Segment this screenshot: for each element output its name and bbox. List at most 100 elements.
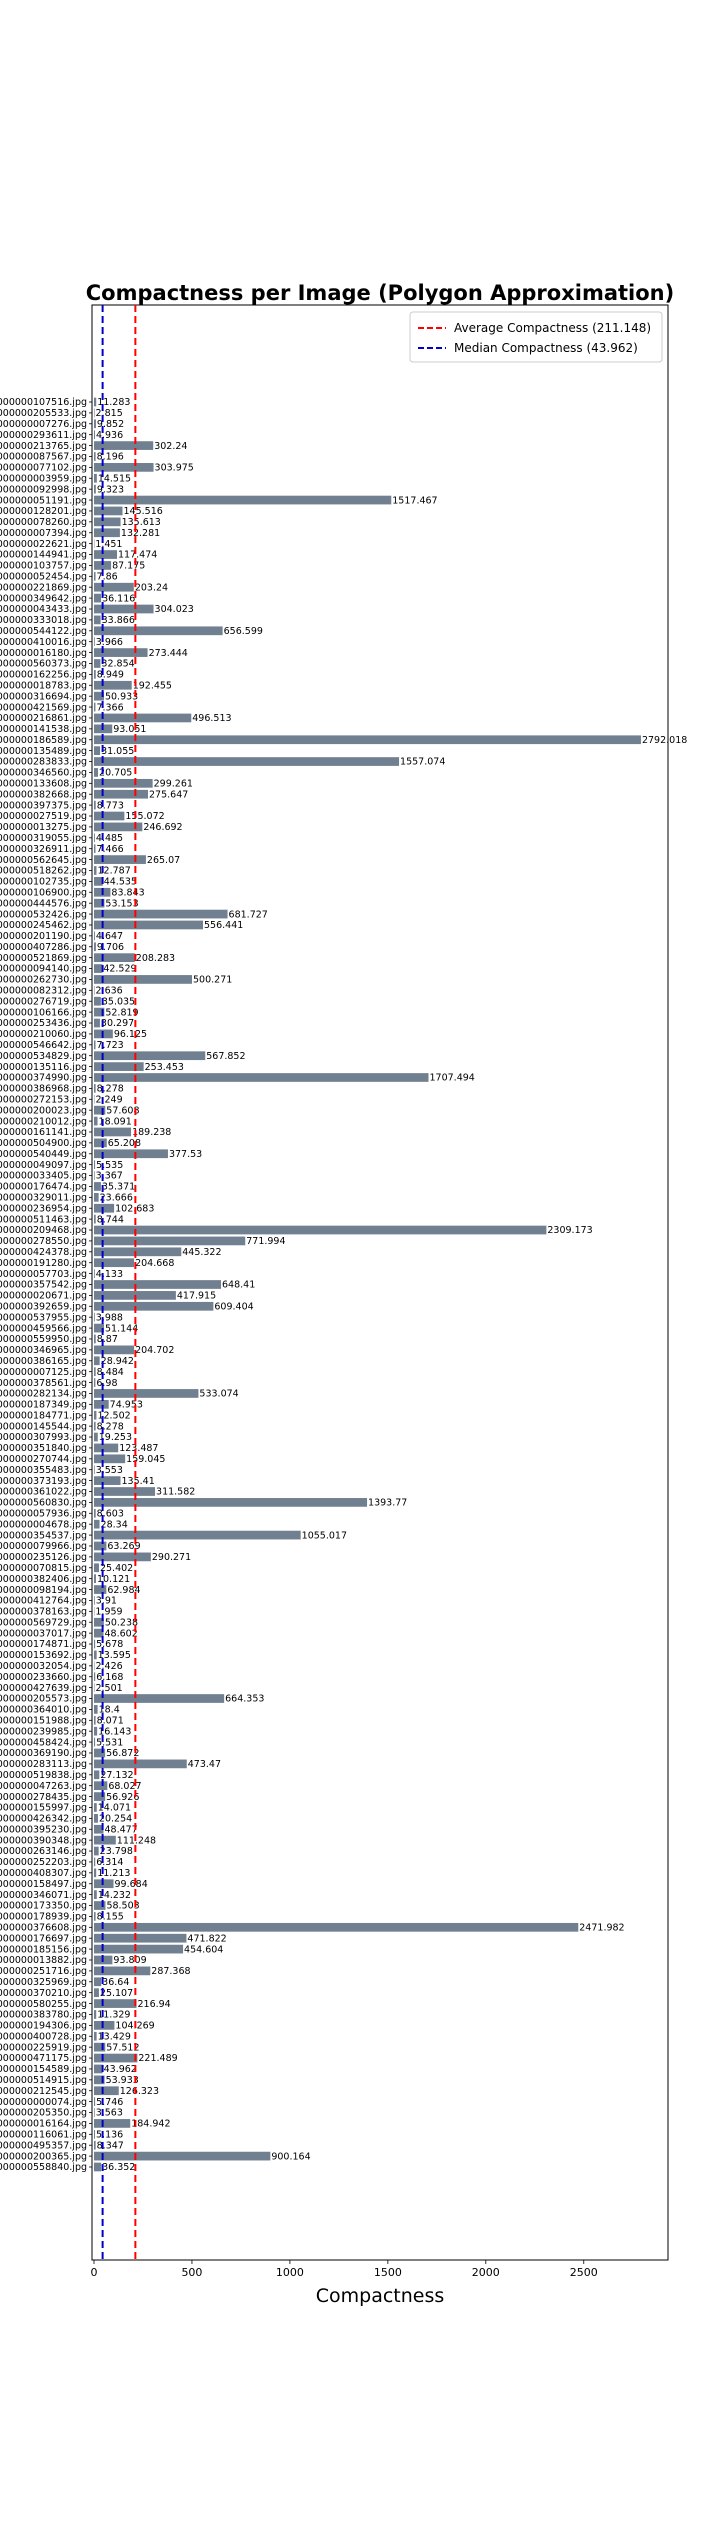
bar: [94, 1444, 118, 1453]
bar: [94, 1858, 95, 1867]
bar-data-label: 48.602: [105, 1628, 138, 1639]
bar: [94, 1204, 114, 1213]
y-tick-label: 000000361022.jpg: [0, 1487, 87, 1498]
bar-data-label: 2792.018: [642, 735, 687, 746]
bar: [94, 1269, 95, 1278]
bar-data-label: 5.746: [96, 2097, 123, 2108]
y-tick-label: 000000210060.jpg: [0, 1029, 87, 1040]
y-tick-label: 000000546642.jpg: [0, 1040, 87, 1051]
y-tick-label: 000000004678.jpg: [0, 1519, 87, 1530]
y-tick-label: 000000216861.jpg: [0, 713, 87, 724]
y-tick-label: 000000558840.jpg: [0, 2162, 87, 2173]
y-tick-label: 000000392659.jpg: [0, 1301, 87, 1312]
y-tick-label: 000000051191.jpg: [0, 495, 87, 506]
y-tick-label: 000000070815.jpg: [0, 1563, 87, 1574]
bar-data-label: 43.962: [104, 2064, 137, 2075]
bar-data-label: 4.133: [96, 1269, 123, 1280]
bar-data-label: 28.34: [101, 1519, 128, 1530]
y-tick-label: 000000178939.jpg: [0, 1912, 87, 1923]
y-tick-label: 000000033405.jpg: [0, 1171, 87, 1182]
y-tick-label: 000000532426.jpg: [0, 909, 87, 920]
bar-data-label: 1.959: [95, 1607, 122, 1618]
bar: [94, 1258, 134, 1267]
bar: [94, 430, 95, 439]
y-tick-label: 000000135116.jpg: [0, 1062, 87, 1073]
chart-title: Compactness per Image (Polygon Approxima…: [86, 281, 674, 305]
bar: [94, 877, 103, 886]
bar-data-label: 42.529: [103, 964, 136, 975]
bar-data-label: 771.994: [246, 1236, 285, 1247]
bar: [94, 452, 96, 461]
bar: [94, 1727, 97, 1736]
bar-data-label: 7.366: [96, 702, 123, 713]
y-tick-label: 000000276719.jpg: [0, 996, 87, 1007]
y-tick-label: 000000521869.jpg: [0, 953, 87, 964]
bar-data-label: 27.132: [100, 1770, 133, 1781]
bar-data-label: 83.843: [111, 887, 144, 898]
bar: [94, 1302, 213, 1311]
bar: [94, 1672, 95, 1681]
bar: [94, 1378, 95, 1387]
y-tick-label: 000000087567.jpg: [0, 452, 87, 463]
bar-data-label: 8.347: [97, 2140, 124, 2151]
y-tick-label: 000000209468.jpg: [0, 1225, 87, 1236]
y-tick-label: 000000424378.jpg: [0, 1247, 87, 1258]
bar-data-label: 2.426: [95, 1661, 122, 1672]
y-tick-label: 000000346560.jpg: [0, 768, 87, 779]
bar: [94, 1705, 98, 1714]
y-tick-label: 000000534829.jpg: [0, 1051, 87, 1062]
bar: [94, 1454, 125, 1463]
bar-data-label: 8.278: [97, 1421, 124, 1432]
bar: [94, 2032, 97, 2041]
bar: [94, 1879, 114, 1888]
bar: [94, 1770, 99, 1779]
bar-data-label: 74.953: [110, 1400, 143, 1411]
y-tick-label: 000000187349.jpg: [0, 1400, 87, 1411]
bar-data-label: 216.94: [137, 1999, 170, 2010]
y-tick-label: 000000161141.jpg: [0, 1127, 87, 1138]
bar-data-label: 287.368: [151, 1966, 190, 1977]
y-tick-label: 000000235126.jpg: [0, 1552, 87, 1563]
bar-data-label: 9.323: [97, 484, 124, 495]
bar: [94, 1563, 99, 1572]
y-tick-label: 000000378163.jpg: [0, 1607, 87, 1618]
y-tick-label: 000000016164.jpg: [0, 2119, 87, 2130]
y-tick-label: 000000020671.jpg: [0, 1291, 87, 1302]
bar-data-label: 9.852: [97, 419, 124, 430]
bar-data-label: 1517.467: [392, 495, 437, 506]
bar-data-label: 5.678: [96, 1639, 123, 1650]
bar: [94, 572, 96, 581]
bar-data-label: 500.271: [193, 975, 232, 986]
bar-data-label: 36.352: [102, 2162, 135, 2173]
bar-data-label: 2309.173: [547, 1225, 592, 1236]
bar: [94, 1988, 99, 1997]
y-tick-label: 000000032054.jpg: [0, 1661, 87, 1672]
y-tick-label: 000000316694.jpg: [0, 691, 87, 702]
y-tick-label: 000000364010.jpg: [0, 1705, 87, 1716]
bar: [94, 1280, 221, 1289]
y-tick-label: 000000205350.jpg: [0, 2108, 87, 2119]
bar-data-label: 3.563: [96, 2108, 123, 2119]
bar-data-label: 4.647: [96, 931, 123, 942]
bar-data-label: 23.666: [100, 1193, 133, 1204]
bar-data-label: 3.91: [96, 1596, 117, 1607]
bar: [94, 474, 97, 483]
bar-data-label: 533.074: [199, 1389, 238, 1400]
y-tick-label: 000000103757.jpg: [0, 561, 87, 572]
y-tick-label: 000000145544.jpg: [0, 1421, 87, 1432]
bar: [94, 1977, 101, 1986]
bar-data-label: 20.254: [99, 1814, 132, 1825]
y-tick-label: 000000382668.jpg: [0, 789, 87, 800]
bar-data-label: 93.809: [113, 1955, 146, 1966]
y-tick-label: 000000329011.jpg: [0, 1193, 87, 1204]
y-tick-label: 000000426342.jpg: [0, 1814, 87, 1825]
bar: [94, 1847, 99, 1856]
bar-data-label: 2.636: [96, 986, 123, 997]
y-tick-label: 000000043433.jpg: [0, 604, 87, 615]
bar: [94, 833, 95, 842]
bar-data-label: 4.485: [96, 833, 123, 844]
bar: [94, 1160, 95, 1169]
y-tick-label: 000000151988.jpg: [0, 1716, 87, 1727]
bar-data-label: 1393.77: [368, 1498, 407, 1509]
